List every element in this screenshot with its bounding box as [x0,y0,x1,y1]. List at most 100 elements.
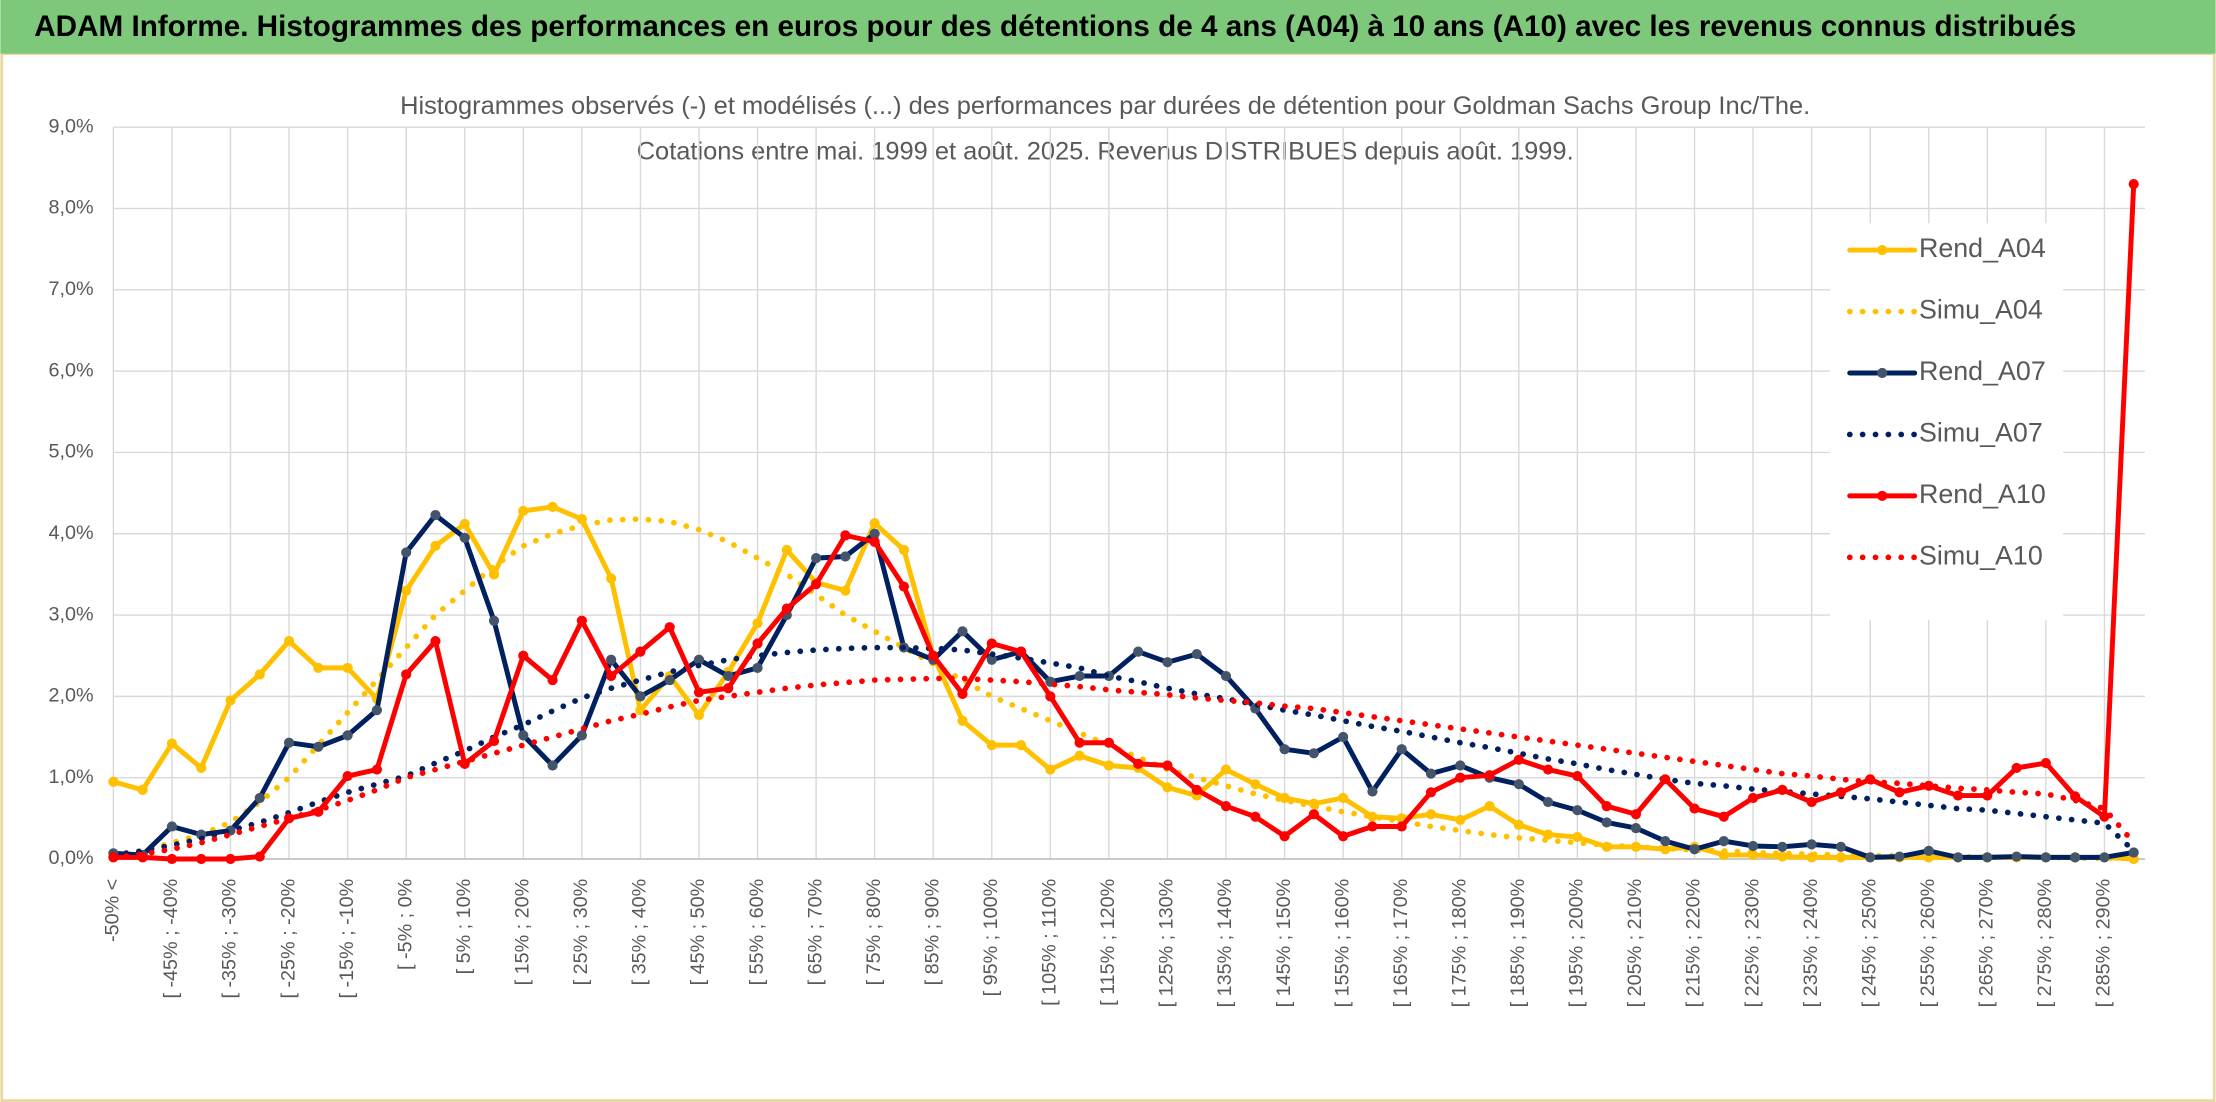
data-point [606,573,617,584]
data-point [928,650,939,661]
data-point [1338,831,1349,842]
data-point [1601,801,1612,812]
data-point [1484,801,1495,812]
data-point [2011,762,2022,774]
data-point [2040,757,2051,769]
data-point [1133,758,1144,769]
data-point [957,715,968,726]
legend: Rend_A04 Simu_A04 Rend_A07 Simu_A07 Rend_A10… [1829,223,2064,621]
data-point [518,505,529,517]
data-point [401,547,412,558]
x-tick-label: [ 225% ; 230% [1741,879,1763,1008]
data-point [1015,740,1027,751]
data-point [459,518,470,530]
x-tick-label: [ 105% ; 110% [1039,879,1061,1006]
data-point [1543,796,1554,808]
data-point [1045,764,1056,775]
data-point [401,669,412,680]
data-point [986,638,997,649]
data-point [606,654,617,665]
data-point [313,662,324,673]
legend-box [1829,223,2064,621]
x-tick-label: [ 165% ; 170% [1390,879,1412,1008]
x-tick-label: [ -45% ; -40% [160,879,182,999]
data-point [430,509,441,521]
data-point [1279,792,1290,804]
header-banner [0,0,2216,54]
data-point [840,530,851,541]
data-point [2128,847,2139,858]
data-point [1923,780,1934,791]
data-point [547,675,558,686]
data-point [459,532,470,543]
data-point [1601,817,1612,828]
data-point [518,730,529,741]
data-point [1308,748,1319,759]
data-point [1543,829,1554,840]
data-point [430,635,441,647]
data-point [518,650,529,661]
legend-marker [1877,244,1888,256]
data-point [1777,784,1788,795]
data-point [108,776,119,787]
data-point [1660,836,1671,847]
data-point [283,635,295,647]
legend-marker [1877,490,1888,501]
data-point [1952,790,1964,801]
data-point [664,622,675,633]
data-point [2040,852,2051,863]
data-point [1982,790,1993,801]
x-tick-label: [ -5% ; 0% [394,879,416,970]
x-tick-label: [ 215% ; 220% [1683,879,1705,1008]
data-point [342,730,353,741]
data-point [1191,784,1202,795]
x-tick-label: [ 155% ; 160% [1331,879,1353,1008]
data-point [723,670,734,682]
data-point [752,618,763,629]
data-point [1133,646,1144,657]
data-point [313,806,324,817]
data-point [898,581,910,592]
x-tick-label: [ 25% ; 30% [570,879,592,986]
data-point [1074,737,1085,748]
data-point [313,741,324,752]
data-point [342,662,353,673]
data-point [1279,744,1290,755]
data-point [254,792,265,804]
x-tick-label: [ 195% ; 200% [1566,879,1588,1008]
data-point [752,638,763,649]
data-point [664,675,675,686]
series-line [110,512,2137,860]
data-point [2099,852,2110,863]
data-point [957,688,968,700]
x-tick-label: [ 85% ; 90% [921,879,943,986]
x-tick-label: [ 45% ; 50% [687,879,709,986]
data-point [488,615,500,626]
data-point [225,853,236,865]
data-point [1923,845,1934,856]
data-point [1572,805,1583,816]
x-tick-label: [ -25% ; -20% [277,879,299,999]
data-point [1367,811,1378,822]
legend-label: Simu_A04 [1919,295,2043,325]
data-point [781,603,792,614]
data-point [166,821,178,832]
data-point [371,705,382,716]
chart-subtitle: Cotations entre mai. 1999 et août. 2025.… [637,137,1574,165]
data-point [196,762,207,774]
x-tick-label: [ -35% ; -30% [219,879,241,999]
legend-label: Rend_A10 [1919,479,2046,509]
data-point [576,514,587,525]
data-point [1689,803,1700,814]
data-point [1425,787,1437,798]
data-point [1396,821,1407,832]
series-line [110,504,2137,862]
data-point [1806,839,1817,850]
data-point [166,738,178,749]
data-point [1015,646,1027,657]
data-point [1455,772,1466,783]
data-point [1103,760,1114,771]
x-tick-label: -50% < [102,879,124,942]
x-tick-label: [ 235% ; 240% [1800,879,1822,1008]
data-point [1982,852,1993,863]
